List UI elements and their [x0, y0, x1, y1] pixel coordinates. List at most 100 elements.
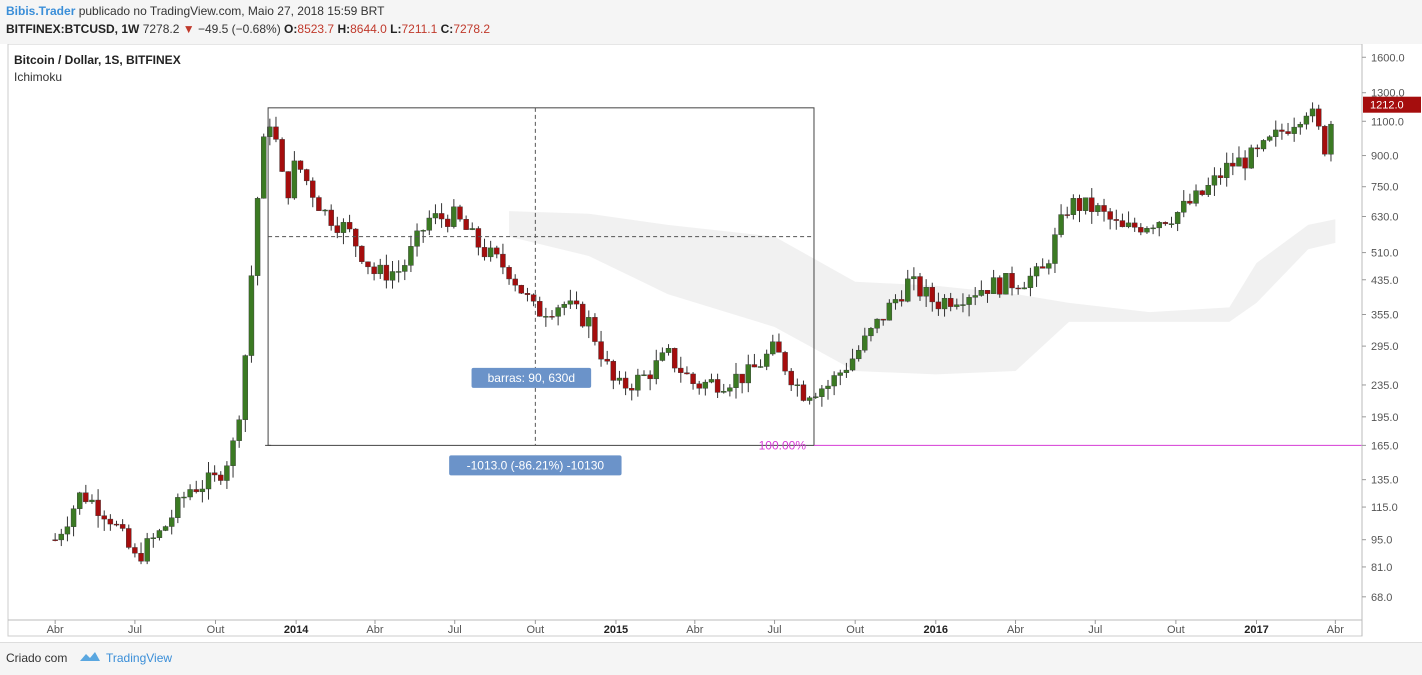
candle-down — [776, 341, 782, 353]
candle-up — [420, 230, 426, 232]
candle-up — [414, 230, 420, 247]
candle-up — [1205, 185, 1211, 195]
candle-up — [659, 352, 666, 361]
candle-up — [181, 496, 187, 499]
last-price-tag — [1363, 96, 1421, 113]
candle-down — [445, 218, 451, 227]
candle-down — [1316, 108, 1322, 127]
candle-up — [1033, 266, 1040, 277]
price-tick-label: 195.0 — [1371, 412, 1399, 424]
candle-down — [316, 197, 322, 211]
candle-down — [303, 169, 310, 182]
candle-down — [947, 297, 954, 307]
time-axis[interactable]: Abr Jul Out 2014 Abr Jul Out 2015 Abr Jul Out 2016 A… — [8, 619, 1362, 636]
candle-up — [855, 349, 862, 360]
candle-down — [739, 373, 745, 384]
candle-up — [205, 472, 212, 490]
candle-down — [1162, 222, 1169, 225]
symbol-label[interactable]: BITFINEX:BTCUSD, 1W — [6, 22, 140, 36]
candle-down — [359, 245, 365, 262]
candle-down — [1199, 190, 1205, 195]
candle-up — [224, 465, 230, 481]
candle-down — [481, 247, 488, 258]
candle-down — [95, 499, 101, 516]
candle-up — [162, 526, 169, 531]
candle-down — [690, 373, 696, 384]
candle-up — [843, 369, 850, 373]
price-axis[interactable]: 1600.01300.01100.0900.0750.0630.0510.043… — [1361, 44, 1421, 636]
candle-down — [935, 301, 942, 310]
candle-up — [708, 379, 715, 383]
measure-bars-label-bg — [471, 367, 592, 388]
candle-up — [837, 372, 843, 376]
candle-up — [1021, 287, 1027, 290]
close-label: C: — [440, 22, 454, 36]
candle-down — [512, 278, 518, 286]
candle-up — [543, 316, 549, 318]
candle-up — [616, 377, 623, 381]
candle-down — [218, 474, 224, 481]
candle-down — [1242, 157, 1248, 169]
price-tick-label: 95.0 — [1371, 535, 1392, 547]
candle-up — [1095, 205, 1101, 212]
time-tick-label: Abr — [1327, 624, 1344, 636]
candle-down — [494, 247, 500, 255]
candle-up — [794, 384, 801, 386]
candle-up — [469, 228, 475, 230]
candle-up — [169, 517, 175, 527]
candle-up — [972, 295, 978, 298]
candle-down — [1285, 131, 1291, 134]
candle-up — [1144, 227, 1150, 233]
candle-up — [487, 247, 494, 258]
author-link[interactable]: Bibis.Trader — [6, 4, 76, 18]
candle-up — [665, 348, 672, 353]
candle-down — [684, 372, 690, 375]
indicator-label[interactable]: Ichimoku — [14, 70, 62, 84]
candle-up — [1303, 115, 1310, 125]
candle-up — [892, 299, 899, 304]
candle-down — [346, 222, 353, 230]
candle-up — [291, 160, 298, 199]
tradingview-link[interactable]: TradingView — [106, 651, 173, 665]
measure-tool[interactable]: 100.00% barras: 90, 630d -1013.0 (-86.21%)… — [265, 107, 1362, 476]
price-chart[interactable]: 100.00% barras: 90, 630d -1013.0 (-86.21%)… — [0, 44, 1422, 642]
low-label: L: — [390, 22, 402, 36]
candle-up — [941, 297, 948, 310]
close-value: 7278.2 — [453, 22, 491, 36]
candle-down — [1039, 266, 1046, 269]
price-tick-label: 1600.0 — [1371, 52, 1405, 64]
candle-down — [119, 524, 126, 529]
plot-area[interactable] — [7, 44, 1363, 637]
candle-up — [757, 366, 764, 368]
candle-down — [1254, 147, 1261, 150]
candle-down — [984, 289, 991, 294]
candle-down — [273, 126, 279, 140]
candle-up — [923, 287, 929, 297]
candle-up — [770, 341, 776, 355]
time-tick-label: Jul — [768, 624, 782, 636]
candle-up — [641, 374, 647, 376]
candle-down — [1101, 205, 1107, 212]
candle-up — [1174, 212, 1181, 224]
candle-up — [199, 488, 206, 493]
candle-down — [579, 303, 586, 327]
candle-up — [819, 388, 825, 397]
candle-down — [353, 228, 359, 247]
measure-bars-label: barras: 90, 630d — [488, 371, 575, 385]
candle-down — [800, 384, 807, 401]
time-tick-label: 2014 — [284, 624, 309, 636]
candle-down — [83, 492, 89, 503]
candle-down — [598, 341, 604, 360]
price-tick-label: 435.0 — [1371, 275, 1399, 287]
candle-down — [371, 266, 377, 275]
chart-title: Bitcoin / Dollar, 1S, BITFINEX — [14, 53, 181, 67]
candle-up — [555, 307, 561, 317]
candle-down — [622, 377, 629, 389]
time-tick-label: Abr — [366, 624, 383, 636]
candle-up — [831, 375, 837, 387]
candle-up — [1273, 129, 1279, 137]
candle-down — [383, 264, 390, 281]
price-tick-label: 295.0 — [1371, 341, 1399, 353]
publish-info: Bibis.Trader publicado no TradingView.co… — [6, 4, 384, 18]
candle-up — [230, 440, 236, 466]
